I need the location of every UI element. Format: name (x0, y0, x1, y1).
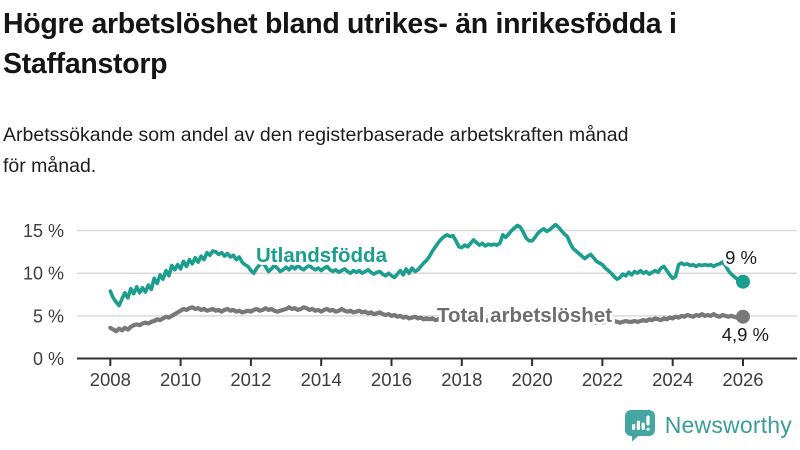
end-dot-utlandsfodda (736, 274, 750, 289)
x-axis-tick-label: 2022 (582, 369, 623, 390)
end-value-label-utlandsfodda: 9 % (725, 247, 757, 268)
series-label-utlandsfodda: Utlandsfödda (256, 244, 388, 267)
x-axis-tick-label: 2026 (722, 369, 763, 390)
x-axis-tick-label: 2012 (230, 369, 271, 390)
brand-name: Newsworthy (664, 411, 792, 438)
newsworthy-logo-icon (624, 410, 655, 442)
page-title: Högre arbetslöshet bland utrikes- än inr… (3, 8, 677, 80)
y-axis-tick-label: 15 % (23, 221, 64, 241)
x-axis-tick-label: 2010 (160, 369, 201, 390)
end-dot-total-arbetsloshet (736, 309, 750, 324)
y-axis-tick-label: 5 % (33, 306, 64, 326)
x-axis-tick-label: 2020 (512, 369, 553, 390)
series-line-utlandsfodda (108, 222, 745, 308)
y-axis-tick-label: 0 % (33, 349, 64, 369)
page-subtitle: Arbetssökande som andel av den registerb… (3, 124, 629, 177)
end-value-label-total-arbetsloshet: 4,9 % (722, 324, 769, 345)
x-axis-tick-label: 2008 (90, 369, 131, 390)
x-axis-tick-label: 2016 (371, 369, 412, 390)
y-axis-tick-label: 10 % (23, 264, 64, 284)
x-axis-tick-label: 2024 (652, 369, 693, 390)
series-label-total-arbetsloshet: Total arbetslöshet (437, 304, 612, 327)
brand-logo: Newsworthy (623, 406, 792, 444)
x-axis-tick-label: 2014 (301, 369, 342, 390)
x-axis-tick-label: 2018 (441, 369, 482, 390)
series-line-total-arbetsloshet (108, 305, 746, 334)
